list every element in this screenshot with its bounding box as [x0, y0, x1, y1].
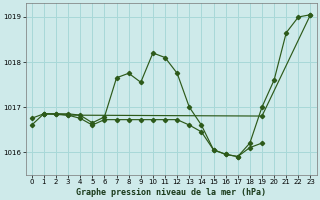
X-axis label: Graphe pression niveau de la mer (hPa): Graphe pression niveau de la mer (hPa) — [76, 188, 266, 197]
